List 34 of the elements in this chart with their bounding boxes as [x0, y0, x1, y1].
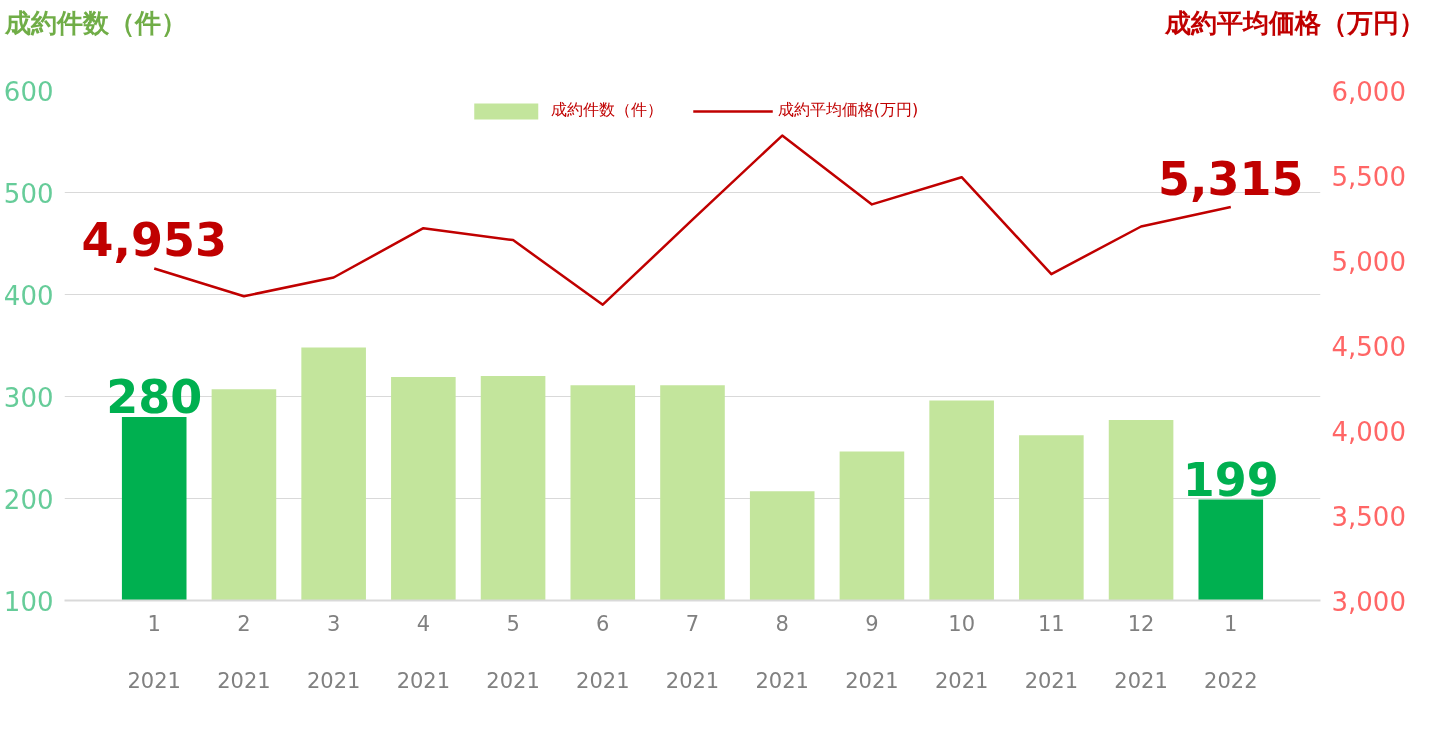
y-tick-label: 300 — [3, 382, 54, 413]
category-label: 12 2021 — [1114, 611, 1168, 694]
category-label: 6 2021 — [576, 611, 630, 694]
y-tick-label: 200 — [3, 484, 54, 515]
data-label: 5,315 — [1158, 151, 1304, 206]
category-label: 1 2022 — [1204, 611, 1258, 694]
category-label: 10 2021 — [934, 611, 989, 694]
data-label: 280 — [106, 369, 203, 424]
category-label: 8 2021 — [755, 611, 809, 694]
y2-tick-label: 4,500 — [1331, 331, 1406, 362]
category-label: 11 2021 — [1024, 611, 1079, 694]
data-label: 4,953 — [81, 213, 227, 268]
y-axis-title: 成約件数（件） — [5, 7, 187, 40]
y-tick-label: 600 — [3, 76, 54, 107]
y-tick-label: 100 — [3, 586, 54, 617]
category-label: 2 2021 — [217, 611, 271, 694]
category-label: 4 2021 — [396, 611, 451, 694]
legend-label: 成約件数（件） — [550, 100, 663, 121]
legend-label: 成約平均価格(万円) — [777, 100, 919, 121]
y2-tick-label: 3,500 — [1331, 501, 1406, 532]
data-label: 199 — [1182, 452, 1279, 507]
category-label: 5 2021 — [486, 611, 540, 694]
category-label: 3 2021 — [306, 611, 361, 694]
category-label: 7 2021 — [665, 611, 720, 694]
y2-tick-label: 3,000 — [1331, 586, 1406, 617]
category-label: 9 2021 — [845, 611, 899, 694]
y2-tick-label: 4,000 — [1331, 416, 1406, 447]
y2-tick-label: 5,500 — [1331, 161, 1406, 192]
y2-tick-label: 5,000 — [1331, 246, 1406, 277]
y-tick-label: 500 — [3, 178, 54, 209]
y-tick-label: 400 — [3, 280, 54, 311]
y2-axis-title: 成約平均価格（万円） — [1165, 7, 1425, 40]
y2-tick-label: 6,000 — [1331, 76, 1406, 107]
category-label: 1 2021 — [127, 611, 181, 694]
